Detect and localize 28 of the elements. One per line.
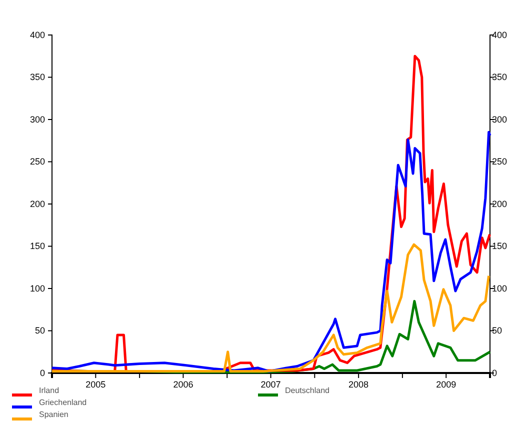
y2-tick-label: 200 <box>492 198 508 209</box>
x-tick-label: 2005 <box>86 379 106 390</box>
y-tick-label: 300 <box>30 114 45 124</box>
x-tick-label: 2006 <box>173 379 194 390</box>
y-tick-label: 0 <box>40 368 45 378</box>
line-series <box>50 243 490 373</box>
y-tick-label: 400 <box>30 30 45 40</box>
y2-tick-label: 350 <box>492 72 508 82</box>
y2-tick-label: 100 <box>492 283 508 294</box>
x-tick-label: 2009 <box>436 379 456 390</box>
y2-tick-label: 50 <box>492 326 502 336</box>
y2-tick-label: 150 <box>492 241 508 252</box>
y2-tick-label: 400 <box>492 30 508 40</box>
x-tick-label: 2007 <box>260 379 281 390</box>
y-tick-label: 350 <box>30 72 45 82</box>
y-tick-label: 50 <box>34 326 45 336</box>
y2-tick-label: 300 <box>492 114 508 124</box>
legend-label: Griechenland <box>39 398 87 407</box>
line-series <box>50 130 492 373</box>
y-tick-label: 200 <box>30 198 45 209</box>
y-tick-label: 250 <box>30 156 45 167</box>
legend-label: Spanien <box>39 410 68 419</box>
legend-label: Deutschland <box>285 386 330 395</box>
y2-tick-label: 250 <box>492 156 508 167</box>
y-tick-label: 150 <box>30 241 45 252</box>
y-tick-label: 100 <box>30 283 45 294</box>
x-tick-label: 2008 <box>348 379 369 390</box>
legend-label: Irland <box>39 386 60 395</box>
